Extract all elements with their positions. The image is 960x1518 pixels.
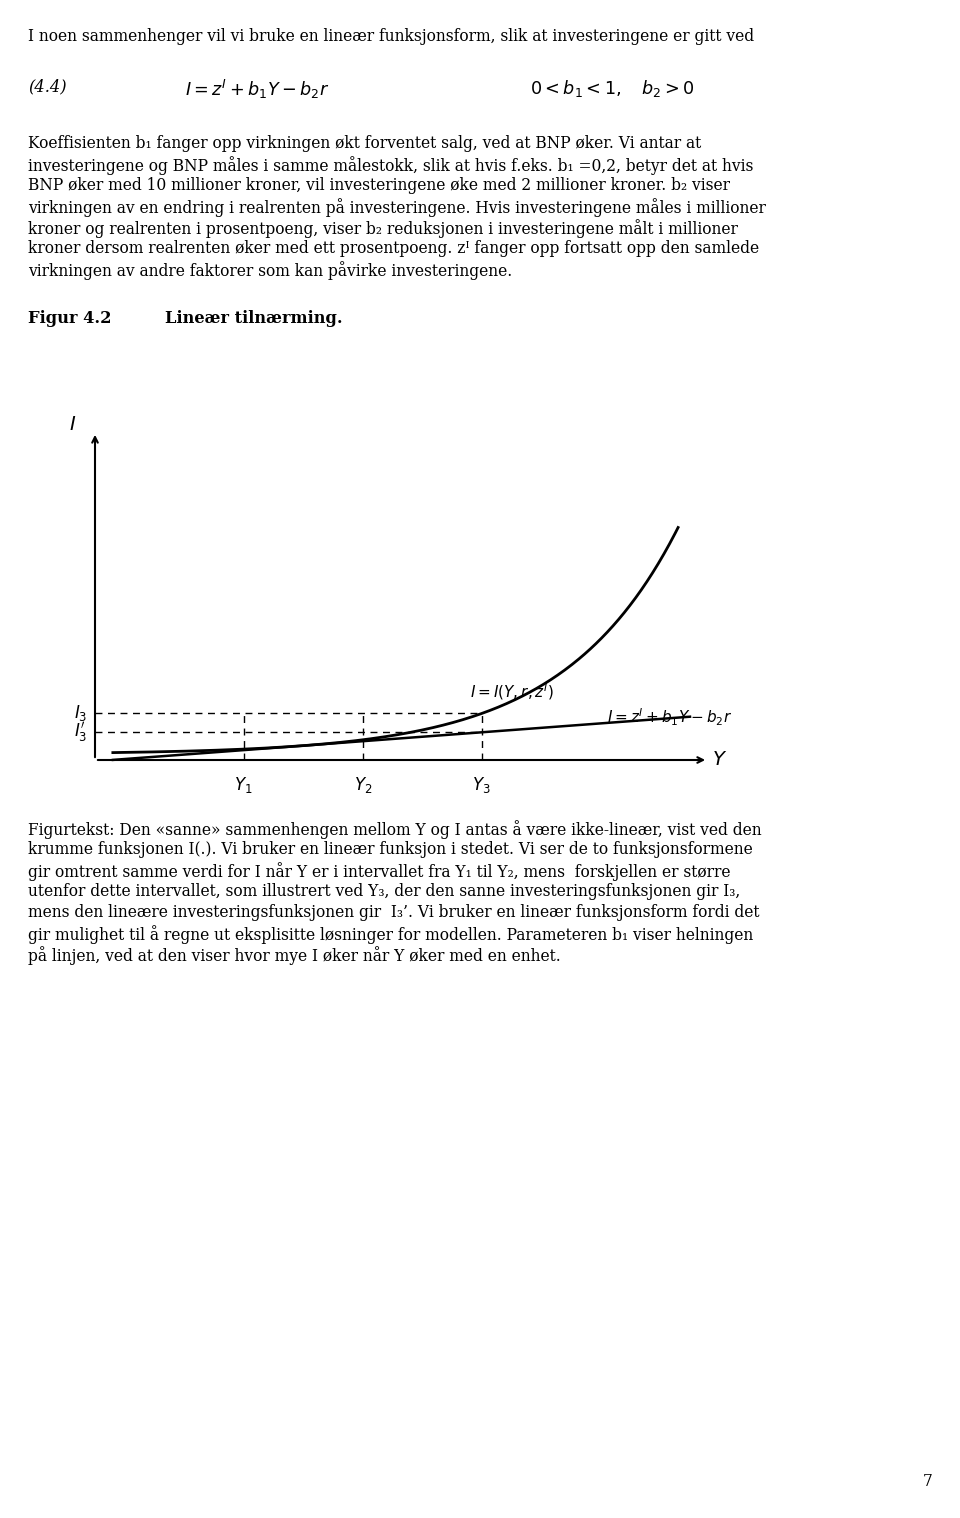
Text: $Y$: $Y$ [712,751,728,770]
Text: Figurtekst: Den «sanne» sammenhengen mellom Y og I antas å være ikke-lineær, vis: Figurtekst: Den «sanne» sammenhengen mel… [28,820,761,839]
Text: gir omtrent samme verdi for I når Y er i intervallet fra Y₁ til Y₂, mens  forskj: gir omtrent samme verdi for I når Y er i… [28,862,731,880]
Text: Koeffisienten b₁ fanger opp virkningen økt forventet salg, ved at BNP øker. Vi a: Koeffisienten b₁ fanger opp virkningen ø… [28,135,701,152]
Text: 7: 7 [923,1472,932,1491]
Text: $I$: $I$ [69,416,77,434]
Text: $I_3$: $I_3$ [74,703,87,724]
Text: krumme funksjonen I(.). Vi bruker en lineær funksjon i stedet. Vi ser de to funk: krumme funksjonen I(.). Vi bruker en lin… [28,841,753,858]
Text: $I = z^I + b_1Y - b_2r$: $I = z^I + b_1Y - b_2r$ [185,77,329,102]
Text: I noen sammenhenger vil vi bruke en lineær funksjonsform, slik at investeringene: I noen sammenhenger vil vi bruke en line… [28,27,755,46]
Text: (4.4): (4.4) [28,77,66,96]
Text: utenfor dette intervallet, som illustrert ved Y₃, der den sanne investeringsfunk: utenfor dette intervallet, som illustrer… [28,883,740,900]
Text: på linjen, ved at den viser hvor mye I øker når Y øker med en enhet.: på linjen, ved at den viser hvor mye I ø… [28,946,561,965]
Text: $0 < b_1 < 1, \quad b_2 > 0$: $0 < b_1 < 1, \quad b_2 > 0$ [530,77,695,99]
Text: Lineær tilnærming.: Lineær tilnærming. [165,310,343,326]
Text: $Y_1$: $Y_1$ [234,776,253,795]
Text: $I_3'$: $I_3'$ [74,720,87,744]
Text: kroner dersom realrenten øker med ett prosentpoeng. zᴵ fanger opp fortsatt opp d: kroner dersom realrenten øker med ett pr… [28,240,759,257]
Text: Figur 4.2: Figur 4.2 [28,310,111,326]
Text: BNP øker med 10 millioner kroner, vil investeringene øke med 2 millioner kroner.: BNP øker med 10 millioner kroner, vil in… [28,178,730,194]
Text: $Y_3$: $Y_3$ [472,776,492,795]
Text: gir mulighet til å regne ut eksplisitte løsninger for modellen. Parameteren b₁ v: gir mulighet til å regne ut eksplisitte … [28,924,754,944]
Text: $I = I(Y, r, z^I)$: $I = I(Y, r, z^I)$ [469,682,554,701]
Text: investeringene og BNP måles i samme målestokk, slik at hvis f.eks. b₁ =0,2, bety: investeringene og BNP måles i samme måle… [28,156,754,175]
Text: kroner og realrenten i prosentpoeng, viser b₂ reduksjonen i investeringene målt : kroner og realrenten i prosentpoeng, vis… [28,219,738,238]
Text: mens den lineære investeringsfunksjonen gir  I₃’. Vi bruker en lineær funksjonsf: mens den lineære investeringsfunksjonen … [28,905,759,921]
Text: virkningen av en endring i realrenten på investeringene. Hvis investeringene mål: virkningen av en endring i realrenten på… [28,197,766,217]
Text: $Y_2$: $Y_2$ [353,776,372,795]
Text: virkningen av andre faktorer som kan påvirke investeringene.: virkningen av andre faktorer som kan påv… [28,261,513,279]
Text: $I = z^I + b_1Y - b_2r$: $I = z^I + b_1Y - b_2r$ [607,706,732,729]
